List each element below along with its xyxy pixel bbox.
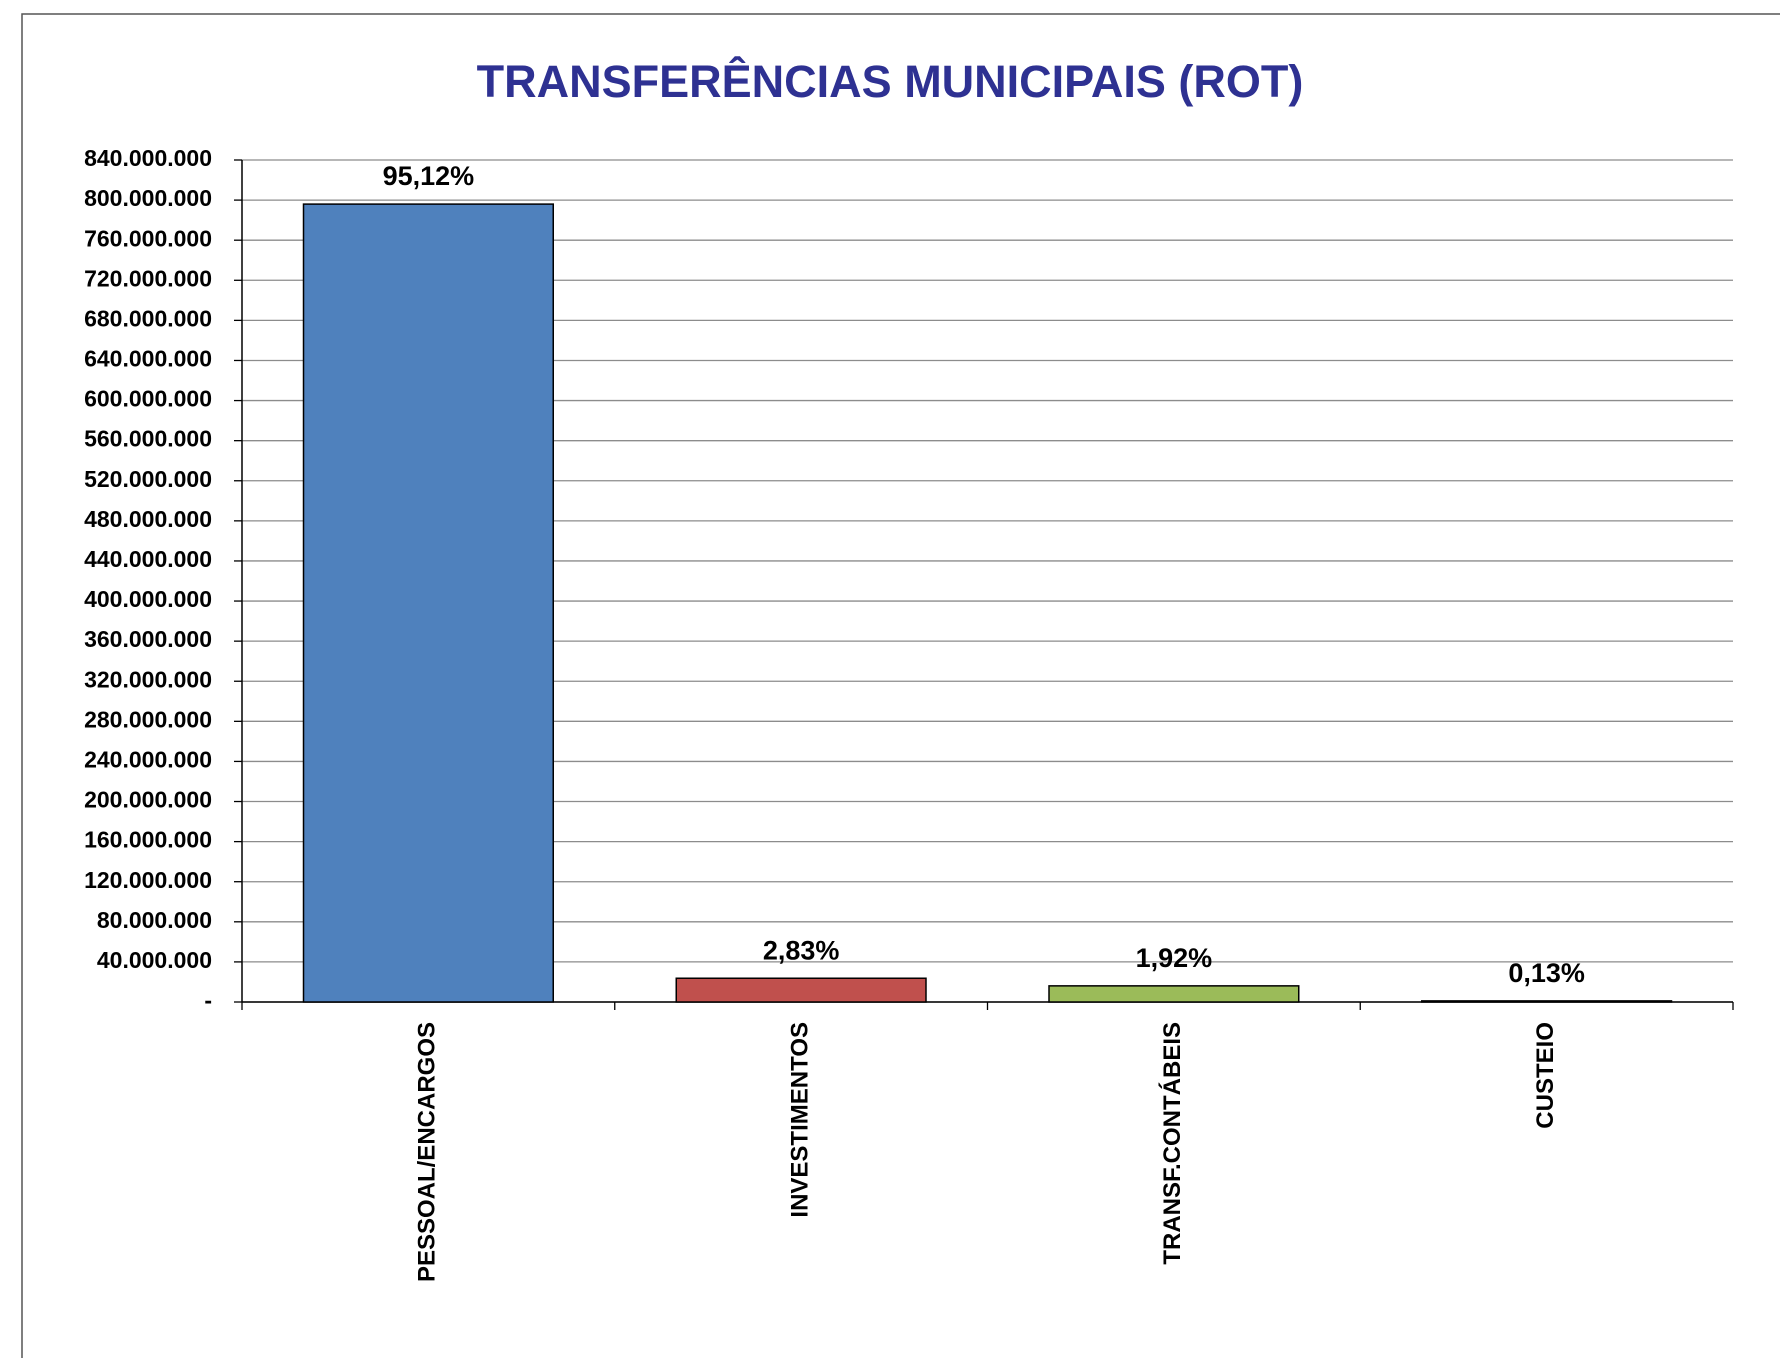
y-tick-label: 600.000.000 — [84, 386, 212, 412]
y-tick-label: 320.000.000 — [84, 666, 212, 692]
y-tick-label: 480.000.000 — [84, 506, 212, 532]
x-tick-label: PESSOAL/ENCARGOS — [414, 1022, 441, 1282]
bar — [675, 977, 927, 1003]
y-tick-label: 680.000.000 — [84, 305, 212, 331]
data-label: 95,12% — [383, 161, 475, 191]
bar — [302, 203, 554, 1003]
y-tick-label: - — [204, 987, 212, 1013]
x-tick-label: CUSTEIO — [1532, 1022, 1559, 1129]
data-label: 0,13% — [1508, 958, 1585, 988]
y-tick-label: 360.000.000 — [84, 626, 212, 652]
y-tick-label: 280.000.000 — [84, 706, 212, 732]
y-tick-label: 240.000.000 — [84, 747, 212, 773]
chart-title: TRANSFERÊNCIAS MUNICIPAIS (ROT) — [477, 56, 1304, 107]
y-tick-label: 120.000.000 — [84, 867, 212, 893]
bar — [1048, 985, 1300, 1003]
y-tick-label: 200.000.000 — [84, 787, 212, 813]
y-tick-label: 800.000.000 — [84, 185, 212, 211]
y-tick-label: 440.000.000 — [84, 546, 212, 572]
y-tick-label: 640.000.000 — [84, 346, 212, 372]
y-tick-label: 80.000.000 — [97, 907, 212, 933]
y-tick-label: 560.000.000 — [84, 426, 212, 452]
y-tick-label: 760.000.000 — [84, 225, 212, 251]
y-tick-label: 720.000.000 — [84, 265, 212, 291]
x-tick-label: TRANSF.CONTÁBEIS — [1158, 1022, 1186, 1265]
x-tick-label: INVESTIMENTOS — [786, 1022, 813, 1218]
data-label: 2,83% — [763, 935, 840, 965]
y-tick-label: 40.000.000 — [97, 947, 212, 973]
frame — [21, 13, 1780, 1358]
y-tick-label: 520.000.000 — [84, 466, 212, 492]
y-tick-label: 840.000.000 — [84, 145, 212, 171]
bar — [1421, 1000, 1673, 1003]
data-label: 1,92% — [1136, 943, 1213, 973]
y-tick-label: 400.000.000 — [84, 586, 212, 612]
y-tick-label: 160.000.000 — [84, 827, 212, 853]
